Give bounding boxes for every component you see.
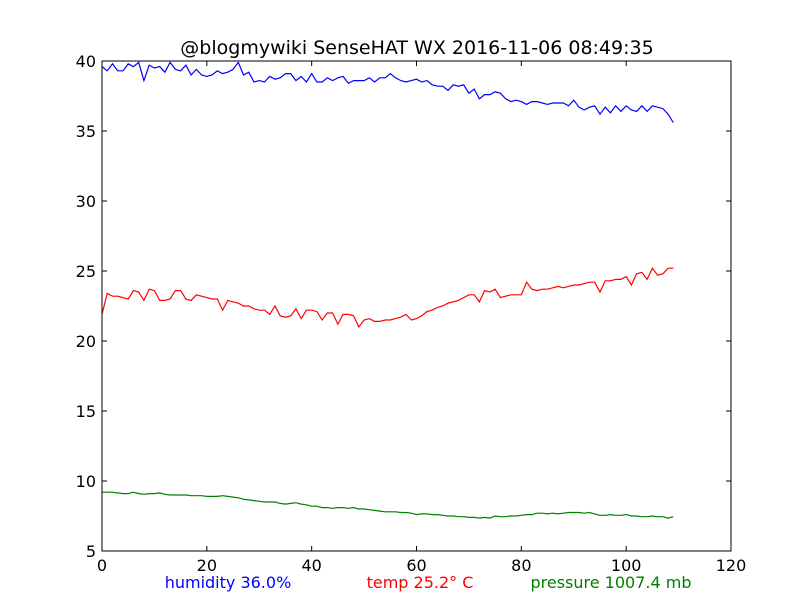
x-tick-label: 60 [406, 556, 426, 575]
x-tick-label: 40 [301, 556, 321, 575]
plot-frame [101, 60, 732, 552]
x-tick-label: 0 [97, 556, 107, 575]
series-line-temp [101, 267, 674, 329]
x-tick-label: 100 [611, 556, 642, 575]
x-tick-label: 120 [716, 556, 747, 575]
y-tick-label: 5 [86, 542, 96, 561]
series-line-humidity [101, 61, 674, 123]
x-tick-label: 80 [511, 556, 531, 575]
axis-ticks: 0 20 40 60 80 100 120 5 10 15 20 25 30 35 40 [76, 52, 747, 575]
y-tick-label: 15 [76, 402, 96, 421]
series-layer [101, 61, 674, 519]
y-tick-label: 35 [76, 122, 96, 141]
y-tick-label: 40 [76, 52, 96, 71]
x-tick-label: 20 [197, 556, 217, 575]
y-tick-label: 10 [76, 472, 96, 491]
y-tick-label: 20 [76, 332, 96, 351]
legend-temp: temp 25.2° C [367, 573, 474, 592]
series-line-pressure [102, 491, 674, 519]
legend-pressure: pressure 1007.4 mb [530, 573, 691, 592]
legend-humidity: humidity 36.0% [165, 573, 292, 592]
y-tick-label: 30 [76, 192, 96, 211]
chart-title: @blogmywiki SenseHAT WX 2016-11-06 08:49… [180, 37, 653, 59]
y-tick-label: 25 [76, 262, 96, 281]
